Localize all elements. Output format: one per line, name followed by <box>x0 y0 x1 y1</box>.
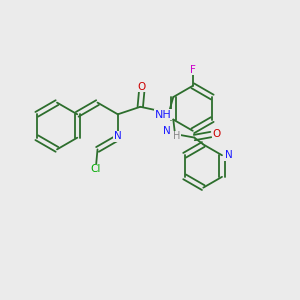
Text: N: N <box>225 150 232 160</box>
Text: Cl: Cl <box>91 164 101 175</box>
Text: O: O <box>212 129 220 139</box>
Text: N: N <box>163 126 170 136</box>
Text: F: F <box>190 64 196 75</box>
Text: NH: NH <box>154 110 171 120</box>
Text: O: O <box>138 82 146 92</box>
Text: H: H <box>173 131 181 141</box>
Text: N: N <box>114 131 122 141</box>
